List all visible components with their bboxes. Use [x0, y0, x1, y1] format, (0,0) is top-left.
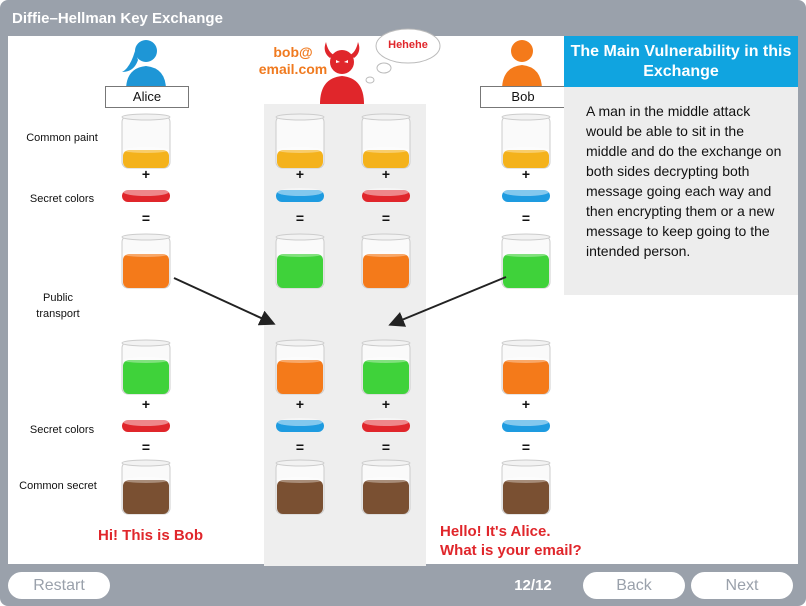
slide-stage: Common paint Secret colors Public transp… [8, 28, 798, 566]
row-label-public-transport: Public transport [36, 292, 80, 320]
equals-sign: = [141, 439, 151, 455]
bob-avatar-icon [502, 40, 542, 90]
next-button[interactable]: Next [691, 572, 793, 599]
email-line-2: email.com [258, 61, 328, 77]
plus-sign: + [381, 396, 391, 412]
plus-sign: + [521, 166, 531, 182]
row-label-secret-colors: Secret colors [29, 193, 95, 205]
blue-color-disc-icon [276, 418, 324, 432]
beaker-icon [361, 233, 411, 289]
restart-button[interactable]: Restart [8, 572, 110, 599]
beaker-icon [275, 459, 325, 515]
title-bar: Diffie–Hellman Key Exchange [0, 0, 806, 36]
beaker-icon [121, 113, 171, 169]
equals-sign: = [521, 210, 531, 226]
plus-sign: + [521, 396, 531, 412]
beaker-icon [361, 459, 411, 515]
beaker-icon [501, 459, 551, 515]
alice-name-label: Alice [105, 86, 189, 108]
info-panel-title: The Main Vulnerability in this Exchange [564, 36, 798, 87]
plus-sign: + [141, 166, 151, 182]
blue-color-disc-icon [502, 188, 550, 202]
row-label-common-paint: Common paint [26, 132, 98, 144]
arrow-bob-to-attacker [388, 276, 507, 327]
beaker-icon [501, 339, 551, 395]
beaker-icon [275, 339, 325, 395]
attacker-email-label: bob@ email.com [252, 44, 334, 78]
beaker-icon [275, 113, 325, 169]
plus-sign: + [295, 396, 305, 412]
speech-line-1: Hello! It's Alice. [440, 523, 551, 540]
beaker-icon [121, 233, 171, 289]
devil-attacker-icon [320, 42, 364, 104]
red-color-disc-icon [362, 418, 410, 432]
beaker-icon [121, 459, 171, 515]
bob-side-speech: Hello! It's Alice. What is your email? [440, 522, 582, 560]
transport-arrows [173, 276, 507, 327]
speech-line-2: What is your email? [440, 542, 582, 559]
equals-sign: = [521, 439, 531, 455]
email-line-1: bob@ [273, 44, 313, 60]
plus-sign: + [141, 396, 151, 412]
alice-side-speech: Hi! This is Bob [98, 527, 203, 544]
equals-sign: = [381, 439, 391, 455]
blue-color-disc-icon [276, 188, 324, 202]
back-button[interactable]: Back [583, 572, 685, 599]
beaker-icon [121, 339, 171, 395]
beaker-icon [361, 339, 411, 395]
thought-bubble-icon [365, 28, 441, 84]
info-panel-body: A man in the middle attack would be able… [564, 87, 798, 295]
plus-sign: + [381, 166, 391, 182]
alice-avatar-icon [122, 40, 166, 90]
info-panel-text: A man in the middle attack would be able… [586, 103, 782, 259]
arrow-alice-to-attacker [173, 277, 276, 326]
thought-text: Hehehe [388, 39, 428, 51]
equals-sign: = [295, 439, 305, 455]
red-color-disc-icon [362, 188, 410, 202]
row-label-secret-colors: Secret colors [29, 424, 95, 436]
equals-sign: = [381, 210, 391, 226]
info-title-text: The Main Vulnerability in this Exchange [570, 42, 792, 80]
blue-color-disc-icon [502, 418, 550, 432]
page-counter: 12/12 [514, 577, 552, 594]
beaker-icon [275, 233, 325, 289]
beaker-icon [501, 233, 551, 289]
row-label-common-secret: Common secret [19, 480, 97, 492]
beaker-icon [361, 113, 411, 169]
equals-sign: = [141, 210, 151, 226]
plus-sign: + [295, 166, 305, 182]
red-color-disc-icon [122, 418, 170, 432]
red-color-disc-icon [122, 188, 170, 202]
equals-sign: = [295, 210, 305, 226]
app-title: Diffie–Hellman Key Exchange [12, 10, 223, 27]
beaker-icon [501, 113, 551, 169]
